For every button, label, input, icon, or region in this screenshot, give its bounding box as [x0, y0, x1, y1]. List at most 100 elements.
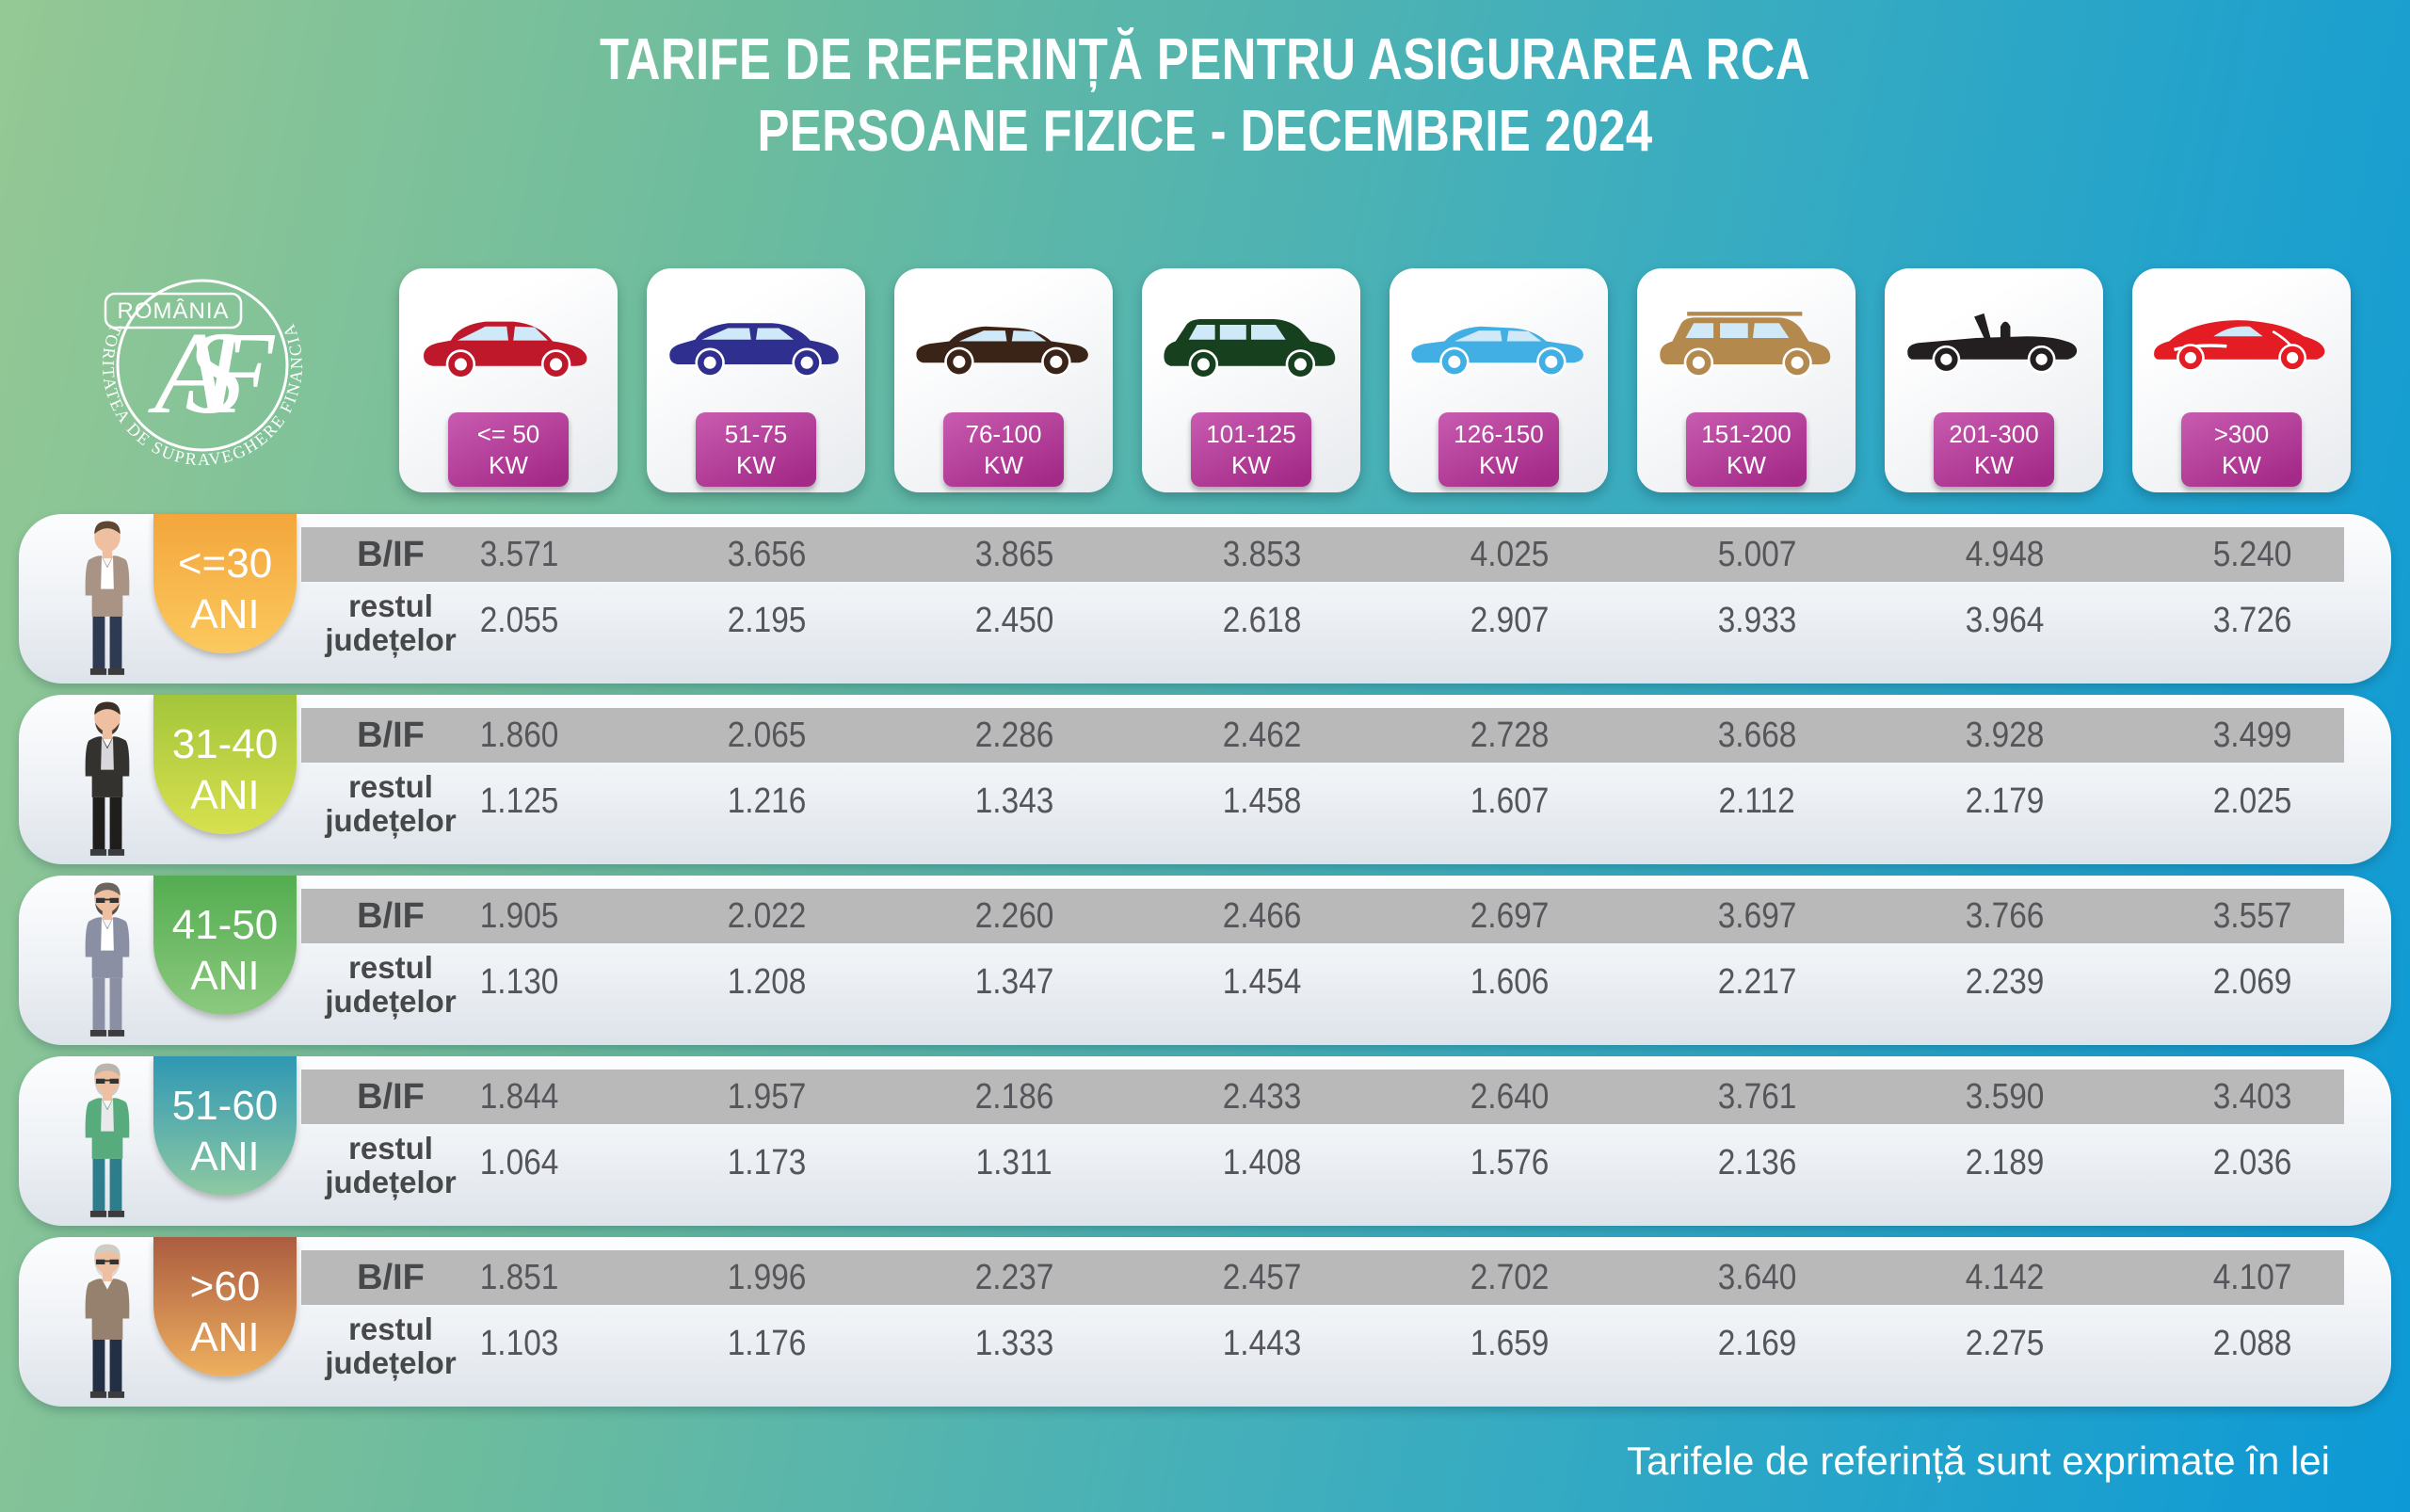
tariff-value: 1.659	[1470, 1323, 1550, 1363]
convertible-car-icon	[1904, 302, 2084, 387]
bif-values: 1.860 2.065 2.286 2.462 2.728 3.668 3.92…	[395, 708, 2376, 763]
power-badge: 151-200 KW	[1686, 412, 1807, 487]
bif-values: 1.851 1.996 2.237 2.457 2.702 3.640 4.14…	[395, 1250, 2376, 1305]
tariff-value: 4.025	[1470, 534, 1550, 574]
tariff-value: 2.065	[727, 715, 807, 755]
tariff-value: 2.025	[2212, 780, 2292, 821]
title-line-2: PERSOANE FIZICE - DECEMBRIE 2024	[757, 98, 1653, 164]
power-badge: 101-125 KW	[1191, 412, 1311, 487]
tariff-value: 2.186	[974, 1076, 1054, 1117]
tariff-value: 1.208	[727, 961, 807, 1002]
power-badge: 76-100 KW	[943, 412, 1064, 487]
age-row-51-60: 51-60 ANI B/IF 1.844 1.957 2.186 2.433 2…	[19, 1056, 2391, 1226]
tariff-value: 2.907	[1470, 600, 1550, 640]
tariff-value: 2.217	[1717, 961, 1797, 1002]
tariff-value: 3.766	[1965, 895, 2045, 936]
tariff-value: 1.408	[1222, 1142, 1302, 1182]
tariff-value: 1.458	[1222, 780, 1302, 821]
rest-values: 1.130 1.208 1.347 1.454 1.606 2.217 2.23…	[395, 951, 2376, 1013]
power-badge: <= 50 KW	[448, 412, 569, 487]
power-badge: 126-150 KW	[1438, 412, 1559, 487]
tariff-value: 1.347	[974, 961, 1054, 1002]
power-badge: >300 KW	[2181, 412, 2302, 487]
bif-bar	[301, 1070, 2344, 1124]
vehicle-card-gt300kw: >300 KW	[2132, 268, 2351, 492]
vehicle-card-51-75kw: 51-75 KW	[647, 268, 865, 492]
tariff-value: 2.112	[1718, 780, 1796, 821]
footer-note: Tarifele de referință sunt exprimate în …	[1626, 1439, 2330, 1483]
man-in-suit-icon	[71, 699, 144, 861]
rest-values: 1.064 1.173 1.311 1.408 1.576 2.136 2.18…	[395, 1132, 2376, 1194]
tariff-value: 2.450	[974, 600, 1054, 640]
tariff-value: 5.007	[1717, 534, 1797, 574]
logo-monogram: ASF	[148, 309, 276, 439]
rest-values: 1.125 1.216 1.343 1.458 1.607 2.112 2.17…	[395, 770, 2376, 832]
crossover-car-icon	[666, 302, 846, 387]
tariff-value: 1.957	[727, 1076, 807, 1117]
region-label-rest: restul județelor	[325, 950, 457, 1019]
tariff-value: 1.130	[479, 961, 559, 1002]
tariff-value: 3.853	[1222, 534, 1302, 574]
tariff-value: 2.195	[727, 600, 807, 640]
power-badge: 51-75 KW	[696, 412, 816, 487]
age-badge: 31-40 ANI	[153, 695, 297, 834]
tariff-value: 2.728	[1470, 715, 1550, 755]
tariff-value: 2.286	[974, 715, 1054, 755]
region-label-bif: B/IF	[357, 715, 425, 755]
bif-values: 1.844 1.957 2.186 2.433 2.640 3.761 3.59…	[395, 1070, 2376, 1124]
age-range: <=30	[177, 540, 273, 587]
sports-car-icon	[2151, 302, 2332, 387]
city-hatchback-car-icon	[418, 302, 599, 387]
page-title: TARIFE DE REFERINȚĂ PENTRU ASIGURAREA RC…	[217, 24, 2193, 167]
age-row-gt60: >60 ANI B/IF 1.851 1.996 2.237 2.457 2.7…	[19, 1237, 2391, 1407]
tariff-value: 1.173	[727, 1142, 807, 1182]
bif-values: 1.905 2.022 2.260 2.466 2.697 3.697 3.76…	[395, 889, 2376, 943]
tariff-value: 1.176	[727, 1323, 807, 1363]
sedan-car-icon	[1408, 302, 1589, 387]
tariff-value: 2.136	[1717, 1142, 1797, 1182]
tariff-value: 1.454	[1222, 961, 1302, 1002]
tariff-value: 2.237	[974, 1257, 1054, 1297]
vehicle-card-126-150kw: 126-150 KW	[1390, 268, 1608, 492]
age-badge: 51-60 ANI	[153, 1056, 297, 1196]
rest-values: 2.055 2.195 2.450 2.618 2.907 3.933 3.96…	[395, 589, 2376, 651]
young-man-icon	[71, 518, 144, 680]
tariff-value: 1.607	[1470, 780, 1550, 821]
tariff-value: 2.697	[1470, 895, 1550, 936]
tariff-value: 1.905	[479, 895, 559, 936]
tariff-value: 1.443	[1222, 1323, 1302, 1363]
region-label-rest: restul județelor	[325, 1311, 457, 1380]
tariff-value: 1.311	[975, 1142, 1053, 1182]
age-unit: ANI	[190, 1133, 260, 1180]
region-label-rest: restul județelor	[325, 1131, 457, 1199]
tariff-value: 2.275	[1965, 1323, 2045, 1363]
age-badge: >60 ANI	[153, 1237, 297, 1376]
age-badge: <=30 ANI	[153, 514, 297, 653]
tariff-value: 2.433	[1222, 1076, 1302, 1117]
sedan-car-icon	[913, 302, 1094, 387]
elderly-man-icon	[71, 1241, 144, 1403]
age-row-31-40: 31-40 ANI B/IF 1.860 2.065 2.286 2.462 2…	[19, 695, 2391, 864]
tariff-value: 3.964	[1965, 600, 2045, 640]
age-unit: ANI	[190, 952, 260, 999]
tariff-value: 2.618	[1222, 600, 1302, 640]
older-man-vest-icon	[71, 1060, 144, 1222]
vehicle-card-201-300kw: 201-300 KW	[1885, 268, 2103, 492]
tariff-value: 3.656	[727, 534, 807, 574]
bif-bar	[301, 527, 2344, 582]
vehicle-columns: <= 50 KW 51-75 KW 76-100 KW 101-125 KW 126-1…	[399, 268, 2351, 492]
tariff-value: 3.668	[1717, 715, 1797, 755]
age-row-41-50: 41-50 ANI B/IF 1.905 2.022 2.260 2.466 2…	[19, 876, 2391, 1045]
tariff-value: 1.333	[974, 1323, 1054, 1363]
region-label-rest: restul județelor	[325, 588, 457, 657]
tariff-value: 2.457	[1222, 1257, 1302, 1297]
logo-country-label: ROMÂNIA	[117, 298, 229, 324]
tariff-value: 1.576	[1470, 1142, 1550, 1182]
power-badge: 201-300 KW	[1934, 412, 2054, 487]
tariff-value: 3.865	[974, 534, 1054, 574]
tariff-value: 3.761	[1717, 1076, 1797, 1117]
age-badge: 41-50 ANI	[153, 876, 297, 1015]
tariff-value: 3.557	[2212, 895, 2292, 936]
region-label-bif: B/IF	[357, 895, 425, 936]
tariff-value: 4.948	[1965, 534, 2045, 574]
